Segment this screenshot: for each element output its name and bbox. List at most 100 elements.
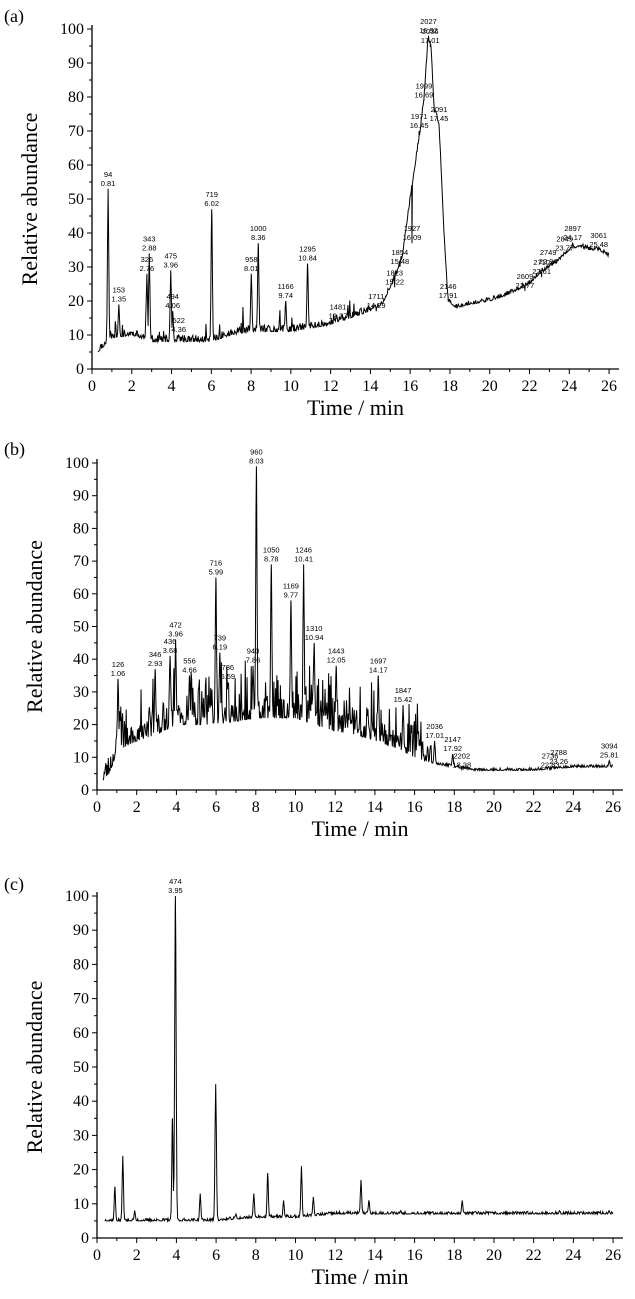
peak-time: 22.83 bbox=[541, 760, 560, 769]
peak-scan: 2788 bbox=[550, 748, 567, 757]
peak-time: 16.92 bbox=[419, 26, 438, 35]
peak-scan: 960 bbox=[250, 447, 263, 456]
peak-time: 12.37 bbox=[329, 311, 348, 320]
x-tick-label: 6 bbox=[212, 1247, 220, 1264]
x-tick-label: 22 bbox=[522, 378, 538, 395]
y-tick-label: 0 bbox=[81, 1230, 89, 1247]
peak-scan: 2897 bbox=[564, 224, 581, 233]
x-tick-label: 22 bbox=[526, 1247, 542, 1264]
y-tick-label: 70 bbox=[73, 991, 89, 1008]
peak-scan: 1847 bbox=[395, 686, 412, 695]
y-tick-label: 100 bbox=[60, 21, 84, 38]
y-tick-label: 30 bbox=[73, 1127, 89, 1144]
peak-time: 3.96 bbox=[163, 260, 178, 269]
peak-scan: 556 bbox=[183, 657, 196, 666]
chromatogram-trace bbox=[97, 35, 610, 353]
x-tick-label: 0 bbox=[93, 1247, 101, 1264]
peak-time: 17.45 bbox=[430, 114, 449, 123]
x-tick-label: 8 bbox=[252, 1247, 260, 1264]
y-tick-label: 70 bbox=[68, 123, 84, 140]
peak-scan: 2736 bbox=[542, 751, 559, 760]
y-tick-label: 0 bbox=[76, 361, 84, 378]
peak-scan: 958 bbox=[245, 255, 258, 264]
peak-time: 8.01 bbox=[244, 264, 259, 273]
peak-time: 16.69 bbox=[415, 90, 434, 99]
y-tick-label: 80 bbox=[73, 520, 89, 537]
peak-scan: 2202 bbox=[453, 751, 470, 760]
x-tick-label: 12 bbox=[323, 378, 339, 395]
peak-scan: 153 bbox=[113, 285, 126, 294]
y-tick-label: 50 bbox=[73, 619, 89, 636]
peak-time: 7.86 bbox=[246, 656, 261, 665]
y-axis-title: Relative abundance bbox=[17, 113, 42, 286]
x-tick-label: 18 bbox=[442, 378, 458, 395]
x-tick-label: 14 bbox=[367, 1247, 383, 1264]
peak-scan: 436 bbox=[164, 637, 177, 646]
y-tick-label: 60 bbox=[68, 157, 84, 174]
peak-time: 17.92 bbox=[443, 744, 462, 753]
peak-time: 4.66 bbox=[182, 666, 197, 675]
peak-scan: 1481 bbox=[330, 302, 347, 311]
peak-scan: 94 bbox=[104, 170, 112, 179]
y-tick-label: 20 bbox=[73, 1162, 89, 1179]
peak-scan: 719 bbox=[205, 190, 218, 199]
y-tick-label: 10 bbox=[73, 749, 89, 766]
peak-time: 10.94 bbox=[305, 633, 324, 642]
peak-scan: 1999 bbox=[416, 81, 433, 90]
y-tick-label: 60 bbox=[73, 1025, 89, 1042]
peak-scan: 1854 bbox=[392, 248, 409, 257]
peak-scan: 2710 bbox=[533, 258, 550, 267]
peak-scan: 1697 bbox=[370, 657, 387, 666]
y-tick-label: 10 bbox=[68, 327, 84, 344]
peak-scan: 343 bbox=[143, 234, 156, 243]
y-tick-label: 70 bbox=[73, 553, 89, 570]
y-tick-label: 50 bbox=[68, 191, 84, 208]
y-tick-label: 30 bbox=[68, 259, 84, 276]
x-axis-title: Time / min bbox=[312, 1264, 409, 1289]
chromatogram-trace bbox=[102, 466, 614, 781]
x-tick-label: 14 bbox=[367, 799, 383, 816]
x-tick-label: 26 bbox=[605, 799, 621, 816]
peak-scan: 2036 bbox=[422, 27, 439, 36]
panel-label: (a) bbox=[4, 6, 24, 27]
peak-time: 15.42 bbox=[394, 695, 413, 704]
peak-time: 8.78 bbox=[264, 554, 279, 563]
y-tick-label: 80 bbox=[68, 89, 84, 106]
x-axis-title: Time / min bbox=[312, 816, 409, 841]
peak-time: 25.48 bbox=[589, 240, 608, 249]
x-tick-label: 20 bbox=[486, 1247, 502, 1264]
x-tick-label: 24 bbox=[565, 1247, 581, 1264]
peak-scan: 1823 bbox=[386, 268, 403, 277]
peak-time: 24.17 bbox=[563, 233, 582, 242]
y-tick-label: 50 bbox=[73, 1059, 89, 1076]
peak-scan: 2849 bbox=[556, 234, 573, 243]
y-tick-label: 40 bbox=[73, 651, 89, 668]
peak-time: 4.06 bbox=[165, 301, 180, 310]
y-tick-label: 20 bbox=[68, 293, 84, 310]
x-tick-label: 4 bbox=[172, 1247, 180, 1264]
y-tick-label: 60 bbox=[73, 586, 89, 603]
x-tick-label: 10 bbox=[283, 378, 299, 395]
y-tick-label: 100 bbox=[65, 888, 89, 905]
peak-scan: 2147 bbox=[444, 735, 461, 744]
